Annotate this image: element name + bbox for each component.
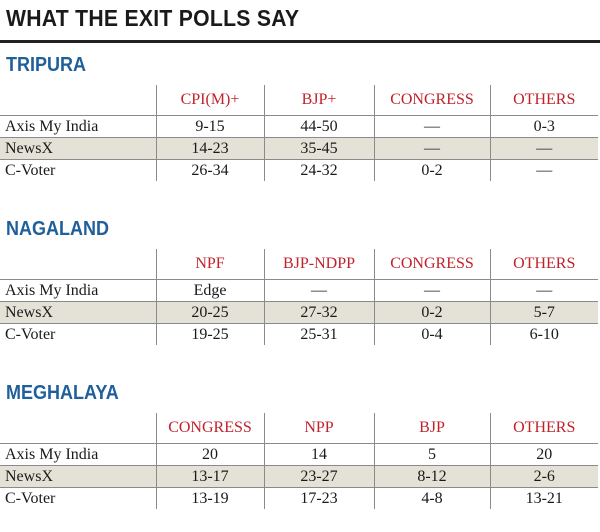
seat-projection: 27-32 (263, 301, 374, 324)
party-header: OTHERS (489, 249, 598, 280)
seat-projection: 0-3 (489, 115, 598, 138)
table-row: C-Voter 19-25 25-31 0-4 6-10 (0, 323, 598, 345)
pollster-name: C-Voter (5, 326, 56, 343)
seat-projection: — (373, 137, 490, 160)
party-header: OTHERS (489, 413, 598, 444)
title-divider (0, 40, 600, 43)
seat-projection: 13-19 (155, 487, 264, 509)
seat-projection: Edge (155, 279, 264, 302)
seat-projection: 4-8 (373, 487, 490, 509)
seat-projection: 0-2 (373, 301, 490, 324)
table-row: Axis My India 20 14 5 20 (0, 443, 598, 466)
seat-projection: 2-6 (489, 465, 598, 488)
seat-projection: — (263, 279, 374, 302)
seat-projection: 5-7 (489, 301, 598, 324)
seat-projection: 5 (373, 443, 490, 466)
seat-projection: — (489, 279, 598, 302)
party-header: NPP (263, 413, 374, 444)
header-row: CPI(M)+ BJP+ CONGRESS OTHERS (0, 85, 598, 116)
seat-projection: — (489, 159, 598, 181)
pollster-name: C-Voter (5, 490, 56, 507)
seat-projection: 20 (155, 443, 264, 466)
party-header: CONGRESS (373, 85, 490, 116)
party-header: BJP-NDPP (263, 249, 374, 280)
party-header: BJP+ (263, 85, 374, 116)
party-header: OTHERS (489, 85, 598, 116)
page-title: WHAT THE EXIT POLLS SAY (6, 5, 300, 31)
pollster-name: Axis My India (0, 443, 156, 466)
party-header: NPF (155, 249, 264, 280)
seat-projection: 35-45 (263, 137, 374, 160)
section-title: MEGHALAYA (6, 382, 119, 404)
header-row: NPF BJP-NDPP CONGRESS OTHERS (0, 249, 598, 280)
seat-projection: 6-10 (489, 323, 598, 345)
seat-projection: — (373, 115, 490, 138)
seat-projection: 19-25 (155, 323, 264, 345)
table-row: NewsX 14-23 35-45— — (0, 137, 598, 160)
pollster-name: NewsX (0, 137, 156, 160)
party-header: CPI(M)+ (155, 85, 264, 116)
header-blank-cell (0, 85, 156, 116)
seat-projection: 0-2 (373, 159, 490, 181)
seat-projection: 14-23 (155, 137, 264, 160)
poll-table: CONGRESS NPP BJP OTHERS Axis My India 20 14 5 20… (0, 413, 598, 509)
pollster-name: NewsX (0, 465, 156, 488)
party-header: BJP (373, 413, 490, 444)
poll-table: NPF BJP-NDPP CONGRESS OTHERS Axis My India Ed… (0, 249, 598, 345)
table-row: C-Voter 13-19 17-23 4-8 13-21 (0, 487, 598, 509)
seat-projection: 13-21 (489, 487, 598, 509)
pollster-name: C-Voter (5, 162, 56, 179)
seat-projection: 25-31 (263, 323, 374, 345)
section-title: NAGALAND (6, 218, 109, 240)
pollster-name: Axis My India (0, 115, 156, 138)
seat-projection: 0-4 (373, 323, 490, 345)
seat-projection: 20 (489, 443, 598, 466)
section-title: TRIPURA (6, 54, 87, 76)
table-row: C-Voter 26-34 24-32 0-2— (0, 159, 598, 181)
seat-projection: 14 (263, 443, 374, 466)
poll-table: CPI(M)+ BJP+ CONGRESS OTHERS Axis My India 9-… (0, 85, 598, 181)
pollster-name: NewsX (0, 301, 156, 324)
seat-projection: 8-12 (373, 465, 490, 488)
header-blank-cell (0, 249, 156, 280)
party-header: CONGRESS (373, 249, 490, 280)
seat-projection: 23-27 (263, 465, 374, 488)
table-row: NewsX 20-25 27-32 0-2 5-7 (0, 301, 598, 324)
seat-projection: 13-17 (155, 465, 264, 488)
seat-projection: 9-15 (155, 115, 264, 138)
header-blank-cell (0, 413, 156, 444)
seat-projection: — (489, 137, 598, 160)
table-row: Axis My India 9-15 44-50—0-3 (0, 115, 598, 138)
seat-projection: 44-50 (263, 115, 374, 138)
table-row: Axis My India Edge — — — (0, 279, 598, 302)
table-row: NewsX 13-17 23-27 8-12 2-6 (0, 465, 598, 488)
seat-projection: 17-23 (263, 487, 374, 509)
seat-projection: — (373, 279, 490, 302)
seat-projection: 20-25 (155, 301, 264, 324)
pollster-name: Axis My India (0, 279, 156, 302)
header-row: CONGRESS NPP BJP OTHERS (0, 413, 598, 444)
seat-projection: 24-32 (263, 159, 374, 181)
party-header: CONGRESS (155, 413, 264, 444)
seat-projection: 26-34 (155, 159, 264, 181)
